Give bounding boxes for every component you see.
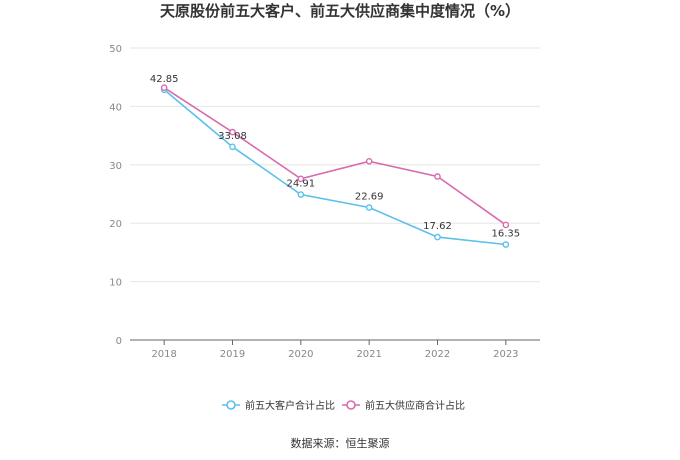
data-labels: 42.85 33.08 24.91 22.69 17.62 16.35: [150, 74, 520, 240]
x-tick-label: 2019: [220, 349, 245, 360]
x-tick-label: 2021: [356, 349, 381, 360]
x-tick-label: 2023: [493, 349, 518, 360]
legend-marker: [346, 400, 356, 410]
series-point[interactable]: [502, 241, 510, 248]
y-tick-label: 20: [109, 219, 122, 230]
series-point[interactable]: [502, 221, 510, 229]
series-point[interactable]: [229, 143, 236, 151]
source-note: 数据来源：恒生聚源: [291, 436, 390, 450]
data-label: 24.91: [287, 179, 316, 190]
legend-marker: [226, 400, 236, 410]
legend[interactable]: 前五大客户合计占比 前五大供应商合计占比: [222, 399, 465, 412]
series-point[interactable]: [297, 191, 305, 198]
y-tick-label: 40: [109, 102, 122, 113]
data-label: 22.69: [355, 191, 384, 202]
series-point[interactable]: [434, 233, 441, 241]
data-label: 16.35: [492, 229, 521, 240]
legend-label: 前五大供应商合计占比: [365, 399, 465, 412]
x-tick-label: 2022: [425, 349, 450, 360]
x-tick-label: 2020: [288, 349, 313, 360]
series-layer: [160, 84, 510, 248]
x-tick-label: 2018: [151, 349, 176, 360]
series-point[interactable]: [365, 157, 373, 165]
y-tick-label: 0: [116, 336, 122, 347]
legend-item[interactable]: 前五大客户合计占比: [222, 399, 335, 412]
axes: 0 10 20 30 40 50 2018 2019 2020 2021 2022 2023: [109, 44, 540, 360]
legend-item[interactable]: 前五大供应商合计占比: [342, 399, 465, 412]
data-label: 17.62: [423, 221, 452, 232]
grid-lines: [130, 47, 540, 283]
series-line-1: [163, 87, 507, 226]
data-label: 33.08: [218, 131, 247, 142]
legend-label: 前五大客户合计占比: [245, 399, 335, 412]
y-tick-label: 50: [109, 44, 122, 55]
y-tick-label: 30: [109, 161, 122, 172]
chart-title: 天原股份前五大客户、前五大供应商集中度情况（%）: [160, 2, 520, 20]
y-tick-label: 10: [109, 278, 122, 289]
series-point[interactable]: [365, 204, 373, 211]
series-point[interactable]: [297, 175, 305, 183]
series-point[interactable]: [160, 84, 168, 92]
data-label: 42.85: [150, 74, 179, 85]
series-point[interactable]: [229, 128, 236, 136]
series-point[interactable]: [434, 173, 441, 180]
series-line-0: [163, 89, 506, 246]
